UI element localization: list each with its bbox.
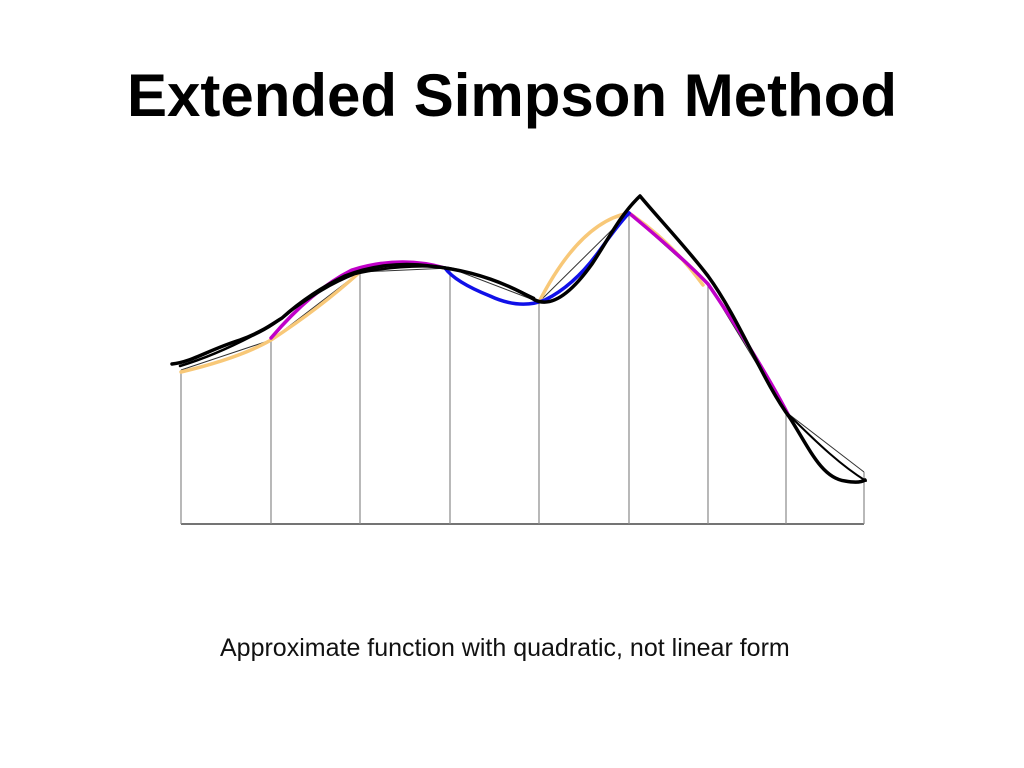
function-curve bbox=[170, 194, 867, 484]
quadratic-blue-curve bbox=[443, 211, 631, 306]
quadratic-orange-curve bbox=[179, 270, 362, 374]
quadratic-magenta-curves bbox=[269, 211, 792, 420]
function-curve-overstroke bbox=[178, 265, 536, 368]
division-lines bbox=[180, 213, 865, 524]
trapezoid-segments bbox=[180, 212, 865, 473]
quadratic-magenta-curve bbox=[269, 260, 447, 340]
quadratic-orange-curves bbox=[179, 211, 705, 374]
slide-title: Extended Simpson Method bbox=[126, 62, 898, 129]
caption: Approximate function with quadratic, not… bbox=[220, 634, 790, 662]
function-curve-overstroke bbox=[785, 411, 867, 482]
quadratic-magenta-curve bbox=[627, 211, 792, 420]
